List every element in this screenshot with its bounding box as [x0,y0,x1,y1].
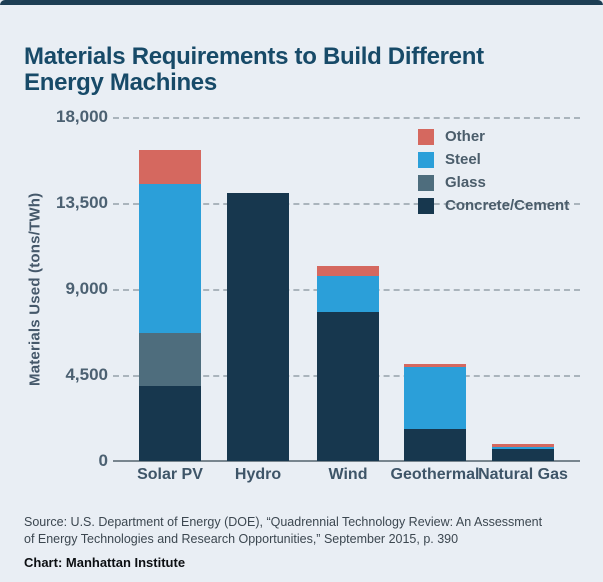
bar-solar-pv [139,149,201,461]
segment-steel [317,275,379,312]
top-accent-bar [0,0,603,5]
legend-item-steel: Steel [418,148,569,171]
segment-other [404,363,466,368]
legend-swatch-steel [418,151,434,168]
y-tick-9000: 9,000 [65,279,108,298]
y-tick-18000: 18,000 [56,107,108,126]
bar-hydro [227,193,289,461]
legend-item-other: Other [418,125,569,148]
source-attribution: Source: U.S. Department of Energy (DOE),… [24,515,543,546]
segment-other [139,149,201,184]
gridline-13500 [113,203,580,205]
y-tick-4500: 4,500 [65,365,108,384]
legend-label: Glass [445,174,486,191]
y-tick-13500: 13,500 [56,193,108,212]
segment-concrete-cement [317,311,379,461]
segment-concrete-cement [492,448,554,461]
x-label-geothermal: Geothermal [390,466,480,483]
gridline-18000 [113,117,580,119]
segment-concrete-cement [404,428,466,461]
segment-concrete-cement [227,193,289,461]
segment-steel [492,446,554,449]
x-axis-baseline [113,460,580,462]
segment-steel [404,367,466,429]
x-label-wind: Wind [328,466,368,483]
legend-item-glass: Glass [418,171,569,194]
legend-swatch-glass [418,174,434,191]
segment-steel [139,183,201,333]
y-tick-0: 0 [98,451,108,470]
bar-natural-gas [492,443,554,461]
x-label-solar-pv: Solar PV [137,466,203,483]
segment-concrete-cement [139,386,201,461]
legend-label: Concrete/Cement [445,197,570,214]
segment-other [317,266,379,276]
plot-area: Other Steel Glass Concrete/Cement [113,117,580,462]
x-label-natural-gas: Natural Gas [478,466,568,483]
segment-other [492,443,554,447]
chart-credit: Chart: Manhattan Institute [24,555,186,570]
legend-label: Steel [445,151,481,168]
legend-swatch-other [418,128,434,145]
segment-glass [139,332,201,387]
x-label-hydro: Hydro [234,466,282,483]
chart-title: Materials Requirements to Build Differen… [24,43,484,97]
legend-swatch-concrete-cement [418,197,434,214]
legend: Other Steel Glass Concrete/Cement [418,125,569,217]
bar-geothermal [404,363,466,461]
bar-wind [317,266,379,461]
legend-label: Other [445,128,486,145]
legend-item-concrete-cement: Concrete/Cement [418,194,569,217]
